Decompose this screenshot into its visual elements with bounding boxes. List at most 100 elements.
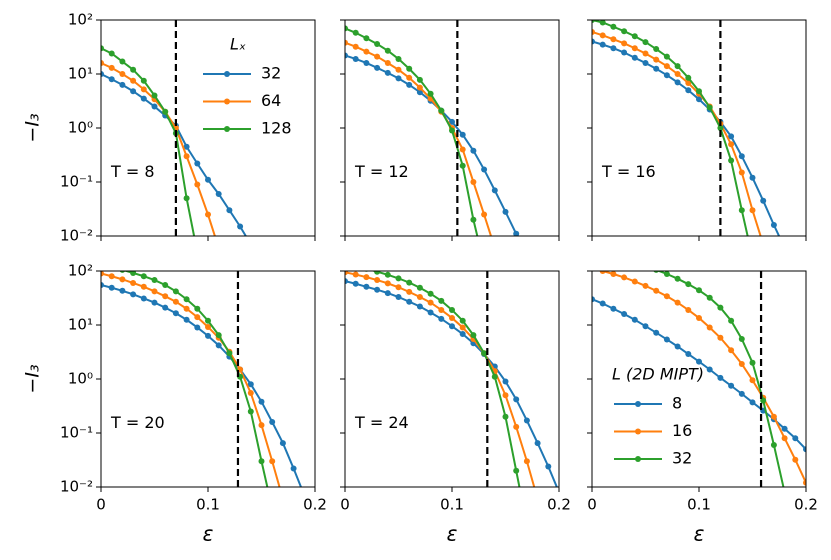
marker [642,50,649,57]
marker [749,359,756,366]
marker [345,25,348,32]
y-tick-label: 10¹ [68,65,93,83]
marker [685,87,692,94]
marker [513,396,520,403]
marker [663,53,670,60]
marker [781,435,788,442]
marker [406,65,413,72]
marker [502,413,509,420]
marker [685,281,692,288]
marker [674,343,681,350]
marker [151,103,158,110]
marker [738,169,745,176]
marker [438,107,445,114]
marker [470,179,477,185]
marker [345,271,348,276]
y-tick-label: 10⁰ [68,370,93,388]
axes-frame [591,270,807,488]
marker [781,425,788,432]
marker [183,296,190,303]
marker [749,377,756,384]
marker [363,283,370,290]
marker [717,374,724,381]
marker [384,290,391,297]
marker [610,271,617,277]
marker [663,63,670,70]
marker [599,300,606,307]
marker [363,48,370,55]
plot-area [592,20,781,236]
marker [237,223,244,230]
marker [782,489,788,495]
marker [374,64,381,71]
marker [130,279,137,286]
marker [459,146,466,153]
marker [247,408,254,415]
marker [621,40,628,47]
marker [384,59,391,66]
annotation: T = 24 [354,413,409,432]
marker [269,458,276,465]
marker [183,143,190,150]
marker [534,440,541,447]
marker [481,211,488,218]
marker [151,92,158,99]
marker [728,157,735,164]
marker [631,33,638,40]
subplot: T = 12 [340,19,560,267]
marker [663,72,670,79]
marker [151,288,158,295]
series-line [592,40,781,236]
marker [353,263,359,269]
marker [130,66,137,73]
marker [717,304,724,311]
marker [247,390,254,397]
marker [749,399,756,406]
marker [342,260,348,266]
annotation: T = 16 [601,162,656,181]
marker [524,254,530,260]
marker [592,20,595,23]
legend-marker [635,456,641,462]
marker [728,317,735,324]
marker [642,282,649,289]
marker [119,71,126,77]
marker [416,294,423,301]
marker [140,295,147,302]
marker [279,440,286,447]
legend-label: 128 [261,119,292,138]
marker [470,147,477,154]
marker [226,207,233,214]
marker [280,496,286,502]
marker [760,197,767,204]
marker [481,261,487,267]
marker [205,176,211,183]
marker [449,306,455,313]
marker [395,275,402,282]
marker [663,336,670,343]
marker [610,45,617,52]
marker [98,260,104,266]
marker [631,54,638,61]
marker [803,479,806,486]
marker [502,208,509,215]
marker [101,271,104,277]
marker [803,446,806,453]
marker [194,324,201,331]
marker [738,336,745,343]
y-tick-label: 10¹ [68,316,93,334]
marker [374,286,381,293]
marker [481,350,488,357]
marker [706,104,713,111]
marker [592,28,595,35]
marker [226,350,233,357]
x-tick-label: 0.2 [794,496,818,514]
marker [589,265,595,271]
marker [101,59,104,66]
marker [215,332,222,339]
marker [140,86,147,93]
marker [621,49,628,56]
marker [427,290,434,297]
x-axis-label: ε [447,522,458,546]
marker [545,463,552,470]
